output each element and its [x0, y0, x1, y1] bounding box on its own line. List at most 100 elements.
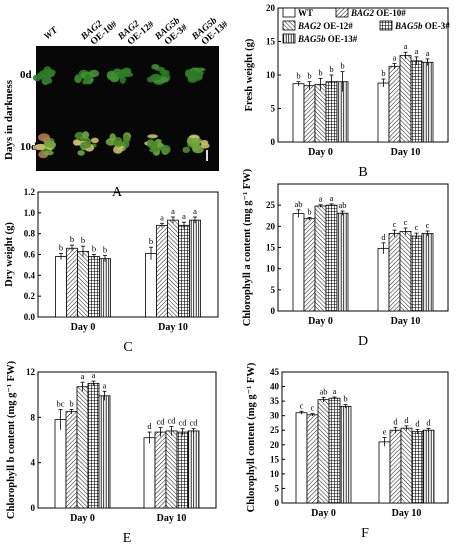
chart-dry-weight: 0.0 0.2 0.4 0.6 0.8 1.0 1.2 Dry weight (g) Day 0… [4, 187, 219, 355]
y-tick-label: 0.8 [24, 229, 36, 239]
plant-leaf [74, 131, 85, 140]
x-tick-label: Day 10 [158, 322, 188, 333]
plot-frame [37, 371, 217, 509]
bar [54, 419, 67, 509]
y-tick-label: 8 [31, 412, 36, 422]
y-tick-label: 0.4 [24, 270, 36, 280]
significance-letter: cd [167, 415, 176, 425]
plant-leaf [113, 145, 123, 154]
significance-letter: c [300, 400, 304, 410]
plant-leaf [194, 67, 206, 72]
significance-letter: b [149, 236, 153, 246]
y-tick-label: 0 [31, 503, 36, 513]
bar [65, 411, 78, 509]
bar [66, 247, 78, 318]
y-tick-label: 0 [271, 306, 276, 316]
legend-label: BAG5b OE-13# [297, 34, 358, 44]
plant-leaf [190, 69, 202, 79]
x-tick-label: Day 10 [391, 316, 421, 327]
bar [98, 395, 111, 509]
plant-leaf [124, 137, 131, 142]
y-tick-label: 10 [266, 70, 276, 80]
significance-letter: b [307, 206, 311, 216]
bar [176, 431, 189, 509]
significance-letter: cd [178, 418, 187, 428]
plant-leaf [151, 64, 160, 70]
significance-letter: ab [294, 199, 302, 209]
legend-swatch [282, 20, 296, 31]
photo-column-label: BAG2OE-10# [79, 12, 120, 51]
panel-label: D [358, 334, 368, 349]
y-axis-label: Chlorophyll b content (mg g⁻¹ FW) [6, 360, 17, 519]
bar [306, 414, 319, 504]
plant-leaf [109, 133, 116, 142]
plant-leaf [160, 145, 171, 154]
bar [292, 213, 305, 312]
bar [76, 386, 89, 509]
y-tick-label: 30 [270, 411, 280, 421]
plant-leaf [200, 139, 209, 146]
plant-leaf [188, 137, 201, 147]
significance-letter: d [404, 415, 409, 425]
y-tick-label: 45 [270, 367, 280, 377]
x-tick-label: Day 0 [70, 513, 95, 524]
y-tick-label: 12 [26, 367, 36, 377]
y-tick-label: 5 [275, 483, 280, 493]
plant-leaf [149, 147, 159, 153]
plant-leaf [34, 143, 46, 151]
bar [399, 231, 412, 312]
bar [378, 441, 391, 504]
bar [292, 83, 305, 143]
y-tick-label: 5 [271, 285, 276, 295]
bar [77, 250, 89, 318]
bar [88, 256, 100, 318]
y-axis-label: Fresh weight (g) [244, 38, 255, 111]
significance-letter: b [307, 71, 311, 81]
plant-leaf [122, 67, 131, 74]
y-tick-label: 0.2 [24, 291, 36, 301]
y-tick-label: 4 [31, 458, 36, 468]
plant-leaf [82, 131, 90, 139]
y-axis-label: Chlorophyll a content (mg g⁻¹ FW) [242, 168, 253, 326]
plant-photo [36, 46, 219, 171]
bar [410, 60, 423, 143]
plant-leaf [163, 70, 170, 76]
significance-letter: a [330, 193, 334, 203]
y-tick-label: 0 [271, 137, 276, 147]
y-axis-label: Dry weight (g) [4, 222, 15, 287]
bar [410, 235, 423, 312]
y-tick-label: 10 [266, 264, 276, 274]
plant-photo-content [32, 64, 210, 159]
plant-leaf [147, 134, 158, 139]
plant-leaf [80, 141, 91, 149]
plot-frame [281, 371, 449, 504]
plant-leaf [45, 69, 54, 75]
bar [156, 224, 168, 318]
y-tick-label: 1.0 [24, 208, 36, 218]
bar [377, 82, 390, 143]
bar [87, 382, 100, 509]
photo-row-label-0d: 0d [20, 69, 32, 81]
chart-chlorophyll-b: 0 4 8 12 Chlorophyll b content (mg g⁻¹ FW) Da… [6, 360, 217, 546]
bar [336, 212, 349, 312]
plant-leaf [110, 76, 120, 83]
bar [178, 224, 190, 318]
y-tick-label: 0.6 [24, 250, 36, 260]
y-tick-label: 5 [271, 104, 276, 114]
x-tick-label: Day 0 [311, 508, 336, 519]
chart-chlorophyll-a: 0 5 10 15 20 25 Chlorophyll a content (mg g⁻¹ … [242, 168, 449, 349]
panel-label: F [361, 526, 369, 541]
y-tick-label: 20 [266, 221, 276, 231]
significance-letter: b [318, 67, 322, 77]
bar [388, 233, 401, 312]
panel-label: C [123, 340, 132, 355]
plant-leaf [32, 74, 42, 82]
bar [314, 83, 327, 143]
significance-letter: e [383, 427, 387, 437]
y-axis-label: Chlorophyll content (mg g⁻¹ FW) [246, 362, 257, 512]
bar [400, 427, 413, 504]
x-tick-label: Day 0 [308, 316, 333, 327]
significance-letter: c [393, 219, 397, 229]
